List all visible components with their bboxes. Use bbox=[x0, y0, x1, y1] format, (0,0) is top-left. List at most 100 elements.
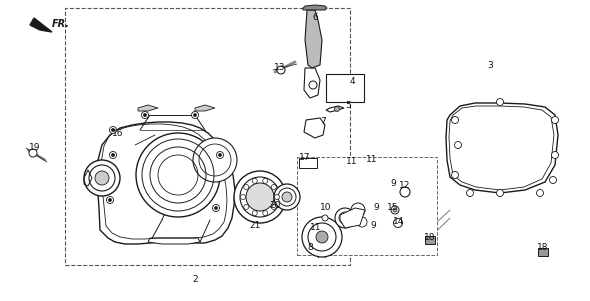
Circle shape bbox=[274, 194, 280, 200]
Text: FR.: FR. bbox=[52, 19, 70, 29]
Text: 2: 2 bbox=[192, 275, 198, 284]
Circle shape bbox=[263, 211, 268, 216]
Circle shape bbox=[143, 113, 146, 116]
Text: 21: 21 bbox=[250, 221, 261, 229]
Text: 7: 7 bbox=[320, 117, 326, 126]
Text: 5: 5 bbox=[345, 101, 351, 110]
Circle shape bbox=[241, 194, 245, 200]
Circle shape bbox=[215, 206, 218, 209]
Text: 11: 11 bbox=[366, 156, 378, 165]
Circle shape bbox=[400, 187, 410, 197]
Polygon shape bbox=[425, 236, 435, 244]
Circle shape bbox=[107, 197, 113, 203]
Circle shape bbox=[193, 138, 237, 182]
Text: 13: 13 bbox=[274, 64, 286, 73]
Circle shape bbox=[394, 219, 402, 228]
Circle shape bbox=[302, 217, 342, 257]
Text: 9: 9 bbox=[390, 179, 396, 188]
Circle shape bbox=[497, 98, 503, 105]
Polygon shape bbox=[538, 248, 548, 256]
Text: 9: 9 bbox=[370, 221, 376, 229]
Text: 8: 8 bbox=[307, 244, 313, 253]
Circle shape bbox=[393, 208, 397, 212]
Circle shape bbox=[497, 190, 503, 197]
Circle shape bbox=[244, 204, 249, 209]
Circle shape bbox=[110, 151, 116, 159]
Circle shape bbox=[136, 133, 220, 217]
Circle shape bbox=[29, 149, 37, 157]
Text: 16: 16 bbox=[112, 129, 124, 138]
Text: 15: 15 bbox=[387, 203, 399, 212]
Circle shape bbox=[274, 184, 300, 210]
Circle shape bbox=[357, 217, 367, 227]
Polygon shape bbox=[326, 106, 344, 112]
Circle shape bbox=[192, 111, 198, 119]
Text: 19: 19 bbox=[30, 144, 41, 153]
Circle shape bbox=[451, 116, 458, 123]
Bar bbox=[65, 8, 350, 265]
Circle shape bbox=[277, 66, 285, 74]
Polygon shape bbox=[340, 208, 365, 228]
Circle shape bbox=[253, 178, 257, 183]
Text: 17: 17 bbox=[299, 154, 311, 163]
Circle shape bbox=[316, 231, 328, 243]
Circle shape bbox=[234, 171, 286, 223]
Bar bbox=[299, 158, 317, 168]
Text: 18: 18 bbox=[424, 232, 436, 241]
Circle shape bbox=[218, 154, 221, 157]
Circle shape bbox=[95, 171, 109, 185]
Circle shape bbox=[549, 176, 556, 184]
Circle shape bbox=[552, 151, 559, 159]
Text: 18: 18 bbox=[537, 244, 549, 253]
Polygon shape bbox=[97, 122, 235, 244]
Circle shape bbox=[552, 116, 559, 123]
Polygon shape bbox=[304, 118, 325, 138]
Text: 20: 20 bbox=[269, 201, 281, 210]
Circle shape bbox=[451, 172, 458, 178]
Circle shape bbox=[110, 126, 116, 134]
Text: 11: 11 bbox=[346, 157, 358, 166]
Text: 11: 11 bbox=[310, 224, 322, 232]
Circle shape bbox=[271, 204, 276, 209]
Circle shape bbox=[271, 185, 276, 190]
Polygon shape bbox=[304, 68, 320, 98]
Text: 3: 3 bbox=[487, 61, 493, 70]
Circle shape bbox=[112, 154, 114, 157]
Polygon shape bbox=[30, 18, 52, 32]
Circle shape bbox=[536, 190, 543, 197]
Bar bbox=[297, 157, 437, 255]
Circle shape bbox=[246, 183, 274, 211]
Circle shape bbox=[244, 185, 249, 190]
Circle shape bbox=[351, 203, 365, 217]
Text: 9: 9 bbox=[373, 203, 379, 212]
Circle shape bbox=[391, 206, 399, 214]
Circle shape bbox=[335, 107, 339, 111]
Text: 10: 10 bbox=[320, 203, 332, 212]
Circle shape bbox=[263, 178, 268, 183]
Circle shape bbox=[142, 111, 149, 119]
Polygon shape bbox=[148, 238, 200, 244]
Circle shape bbox=[194, 113, 196, 116]
Circle shape bbox=[84, 160, 120, 196]
Text: 12: 12 bbox=[399, 181, 411, 190]
Circle shape bbox=[253, 211, 257, 216]
Circle shape bbox=[212, 204, 219, 212]
Polygon shape bbox=[195, 105, 215, 111]
Circle shape bbox=[467, 190, 474, 197]
Circle shape bbox=[217, 151, 224, 159]
Circle shape bbox=[109, 198, 112, 201]
Polygon shape bbox=[446, 103, 558, 193]
Circle shape bbox=[322, 215, 328, 221]
Circle shape bbox=[112, 129, 114, 132]
Circle shape bbox=[454, 141, 461, 148]
Polygon shape bbox=[305, 10, 322, 68]
Polygon shape bbox=[303, 5, 327, 10]
Text: 6: 6 bbox=[312, 14, 318, 23]
Text: 14: 14 bbox=[394, 218, 405, 226]
Bar bbox=[326, 74, 364, 102]
Circle shape bbox=[309, 81, 317, 89]
Text: 4: 4 bbox=[349, 77, 355, 86]
Circle shape bbox=[282, 192, 292, 202]
Circle shape bbox=[335, 208, 355, 228]
Polygon shape bbox=[138, 105, 158, 111]
